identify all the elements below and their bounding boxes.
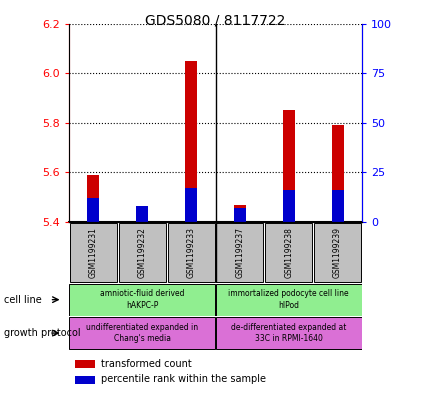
- Bar: [313, 223, 360, 282]
- Bar: [233, 208, 246, 222]
- Bar: [87, 198, 99, 222]
- Text: GSM1199237: GSM1199237: [235, 227, 244, 278]
- Bar: [75, 376, 95, 384]
- Bar: [119, 223, 165, 282]
- Bar: [215, 284, 361, 316]
- Bar: [136, 207, 148, 222]
- Bar: [282, 110, 294, 222]
- Text: GSM1199239: GSM1199239: [332, 227, 341, 278]
- Text: GSM1199231: GSM1199231: [89, 227, 98, 278]
- Text: amniotic-fluid derived
hAKPC-P: amniotic-fluid derived hAKPC-P: [100, 289, 184, 310]
- Text: GSM1199232: GSM1199232: [138, 227, 146, 278]
- Text: immortalized podocyte cell line
hIPod: immortalized podocyte cell line hIPod: [228, 289, 348, 310]
- Bar: [184, 188, 197, 222]
- Text: GSM1199233: GSM1199233: [186, 227, 195, 278]
- Bar: [69, 317, 215, 349]
- Text: de-differentiated expanded at
33C in RPMI-1640: de-differentiated expanded at 33C in RPM…: [230, 323, 346, 343]
- Bar: [216, 223, 263, 282]
- Text: percentile rank within the sample: percentile rank within the sample: [101, 375, 266, 384]
- Bar: [167, 223, 214, 282]
- Bar: [282, 190, 294, 222]
- Text: growth protocol: growth protocol: [4, 328, 81, 338]
- Bar: [136, 206, 148, 222]
- Bar: [69, 284, 215, 316]
- Bar: [265, 223, 311, 282]
- Bar: [233, 205, 246, 222]
- Bar: [70, 223, 117, 282]
- Bar: [87, 175, 99, 222]
- Bar: [184, 61, 197, 222]
- Text: cell line: cell line: [4, 295, 42, 305]
- Text: GSM1199238: GSM1199238: [284, 227, 292, 278]
- Text: undifferentiated expanded in
Chang's media: undifferentiated expanded in Chang's med…: [86, 323, 198, 343]
- Text: transformed count: transformed count: [101, 359, 191, 369]
- Text: GDS5080 / 8117722: GDS5080 / 8117722: [145, 14, 285, 28]
- Bar: [75, 360, 95, 368]
- Bar: [215, 317, 361, 349]
- Bar: [331, 125, 343, 222]
- Bar: [331, 190, 343, 222]
